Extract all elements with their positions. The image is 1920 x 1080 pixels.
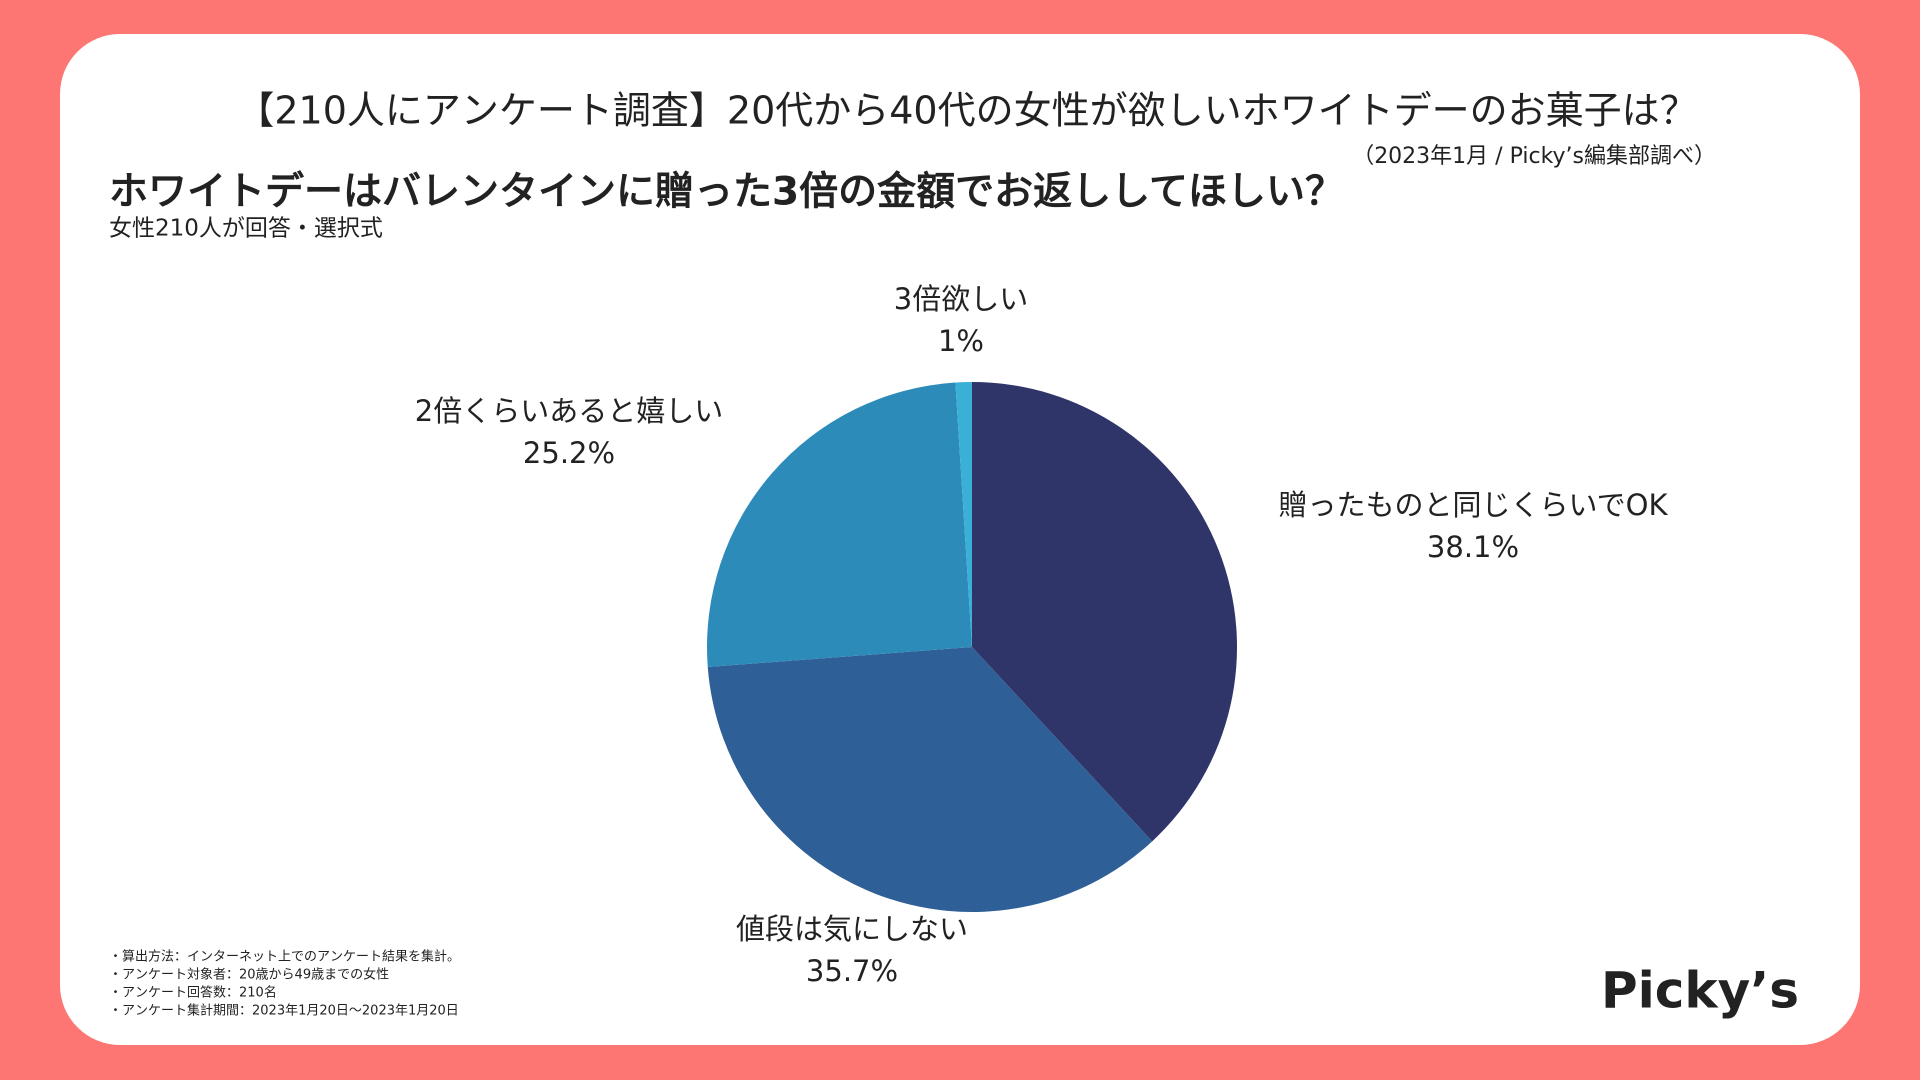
category-label: 贈ったものと同じくらいでOK: [1279, 488, 1669, 522]
slice: [955, 382, 972, 647]
value-label: 25.2%: [523, 436, 615, 470]
pie: 贈ったものと同じくらいでOK 38.1% 値段は気にしない 35.7% 2倍くらいあると…: [415, 282, 1669, 988]
slice: [972, 382, 1237, 842]
value-label: 1%: [938, 324, 984, 358]
footnote: ・アンケート集計期間：2023年1月20日〜2023年1月20日: [109, 1003, 459, 1019]
category-label: 2倍くらいあると嬉しい: [415, 394, 723, 428]
footnote: ・アンケート対象者：20歳から49歳までの女性: [109, 967, 389, 983]
slice: [707, 647, 1153, 912]
logo: Picky’s: [1601, 962, 1799, 1020]
question: ホワイトデーはバレンタインに贈った3倍の金額でお返ししてほしい？: [109, 170, 1344, 215]
slice: [706, 382, 972, 667]
value-label: 35.7%: [806, 954, 898, 988]
category-label: 値段は気にしない: [736, 912, 968, 946]
source: （2023年1月 / Picky’s編集部調べ）: [1352, 144, 1716, 169]
value-label: 38.1%: [1427, 530, 1519, 564]
title: 【210人にアンケート調査】20代から40代の女性が欲しいホワイトデーのお菓子は…: [236, 89, 1697, 133]
subtitle: 女性210人が回答・選択式: [109, 216, 383, 242]
footnote: ・算出方法：インターネット上でのアンケート結果を集計。: [109, 949, 460, 965]
footnotes: ・算出方法：インターネット上でのアンケート結果を集計。・アンケート対象者：20歳…: [109, 949, 460, 1019]
footnote: ・アンケート回答数：210名: [109, 985, 277, 1001]
category-label: 3倍欲しい: [894, 282, 1028, 316]
